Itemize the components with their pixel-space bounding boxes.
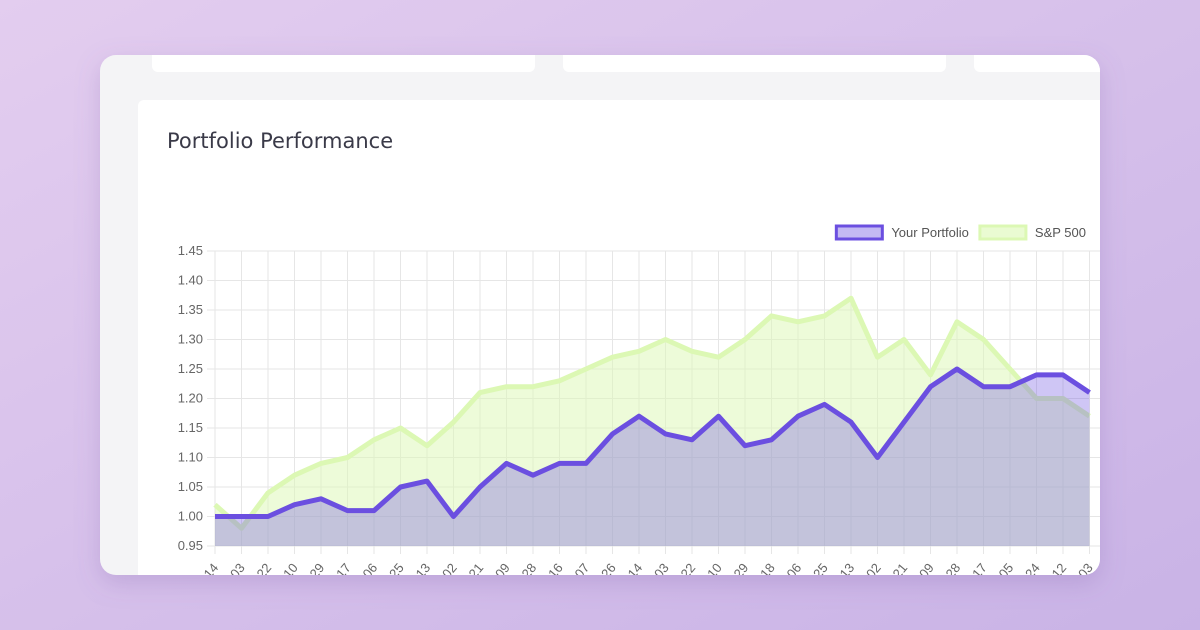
stat-card [563,55,946,72]
legend-label: Your Portfolio [891,225,969,240]
y-tick-label: 1.25 [178,361,203,376]
stat-card [974,55,1100,72]
y-tick-label: 1.00 [178,509,203,524]
y-tick-label: 1.15 [178,420,203,435]
legend-swatch [834,224,884,241]
y-tick-label: 1.20 [178,391,203,406]
legend-label: S&P 500 [1035,225,1086,240]
series-area [215,369,1090,546]
y-tick-label: 0.95 [178,538,203,553]
y-tick-label: 1.30 [178,332,203,347]
legend-swatch [978,224,1028,241]
series-line [213,295,1091,531]
y-tick-label: 1.40 [178,273,203,288]
stat-card [152,55,535,72]
series-line [215,366,1091,519]
chart-title: Portfolio Performance [167,129,393,153]
card-content: Portfolio Performance 0.95 1.00 1.05 1.10 1.… [138,55,1100,575]
y-tick-label: 1.45 [178,243,203,258]
y-tick-label: 1.35 [178,302,203,317]
y-tick-label: 1.05 [178,479,203,494]
y-tick-label: 1.10 [178,450,203,465]
